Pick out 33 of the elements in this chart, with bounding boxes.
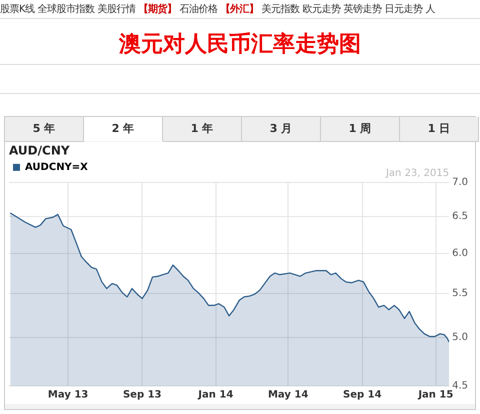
chart-subtitle: AUD/CNY	[9, 143, 70, 158]
legend-label: AUDCNY=X	[25, 162, 88, 173]
text: 1 年	[163, 117, 242, 142]
y-tick-label: 6.0	[452, 248, 468, 260]
y-tick-label: 5.5	[452, 288, 468, 300]
text: 2 年	[84, 117, 163, 141]
text: 美元指数	[262, 2, 300, 16]
text: 英镑走势	[344, 2, 382, 16]
y-tick-label: 7.0	[452, 176, 468, 188]
text: 【期货】	[138, 2, 177, 16]
x-tick-label: Jan 14	[197, 390, 234, 401]
chart-title: 澳元对人民币汇率走势图	[118, 30, 362, 59]
text: 美股行情	[98, 2, 136, 16]
y-tick-label: 6.5	[452, 211, 468, 222]
text: 石油价格	[180, 2, 218, 16]
x-tick-label: Sep 14	[343, 390, 382, 401]
text: 3 月	[242, 117, 321, 142]
x-tick-label: Jan 15	[417, 390, 454, 401]
text: 股票K线	[0, 2, 35, 16]
text: 1 周	[321, 117, 400, 142]
text: 欧元走势	[302, 2, 341, 16]
x-tick-label: Sep 13	[122, 390, 162, 401]
text: 1 日	[400, 117, 479, 142]
text: 5 年	[5, 117, 84, 142]
text: Jan 23, 2015	[384, 168, 450, 179]
y-tick-label: 5.0	[452, 332, 468, 344]
text: 日元走势	[384, 2, 423, 16]
text: 人	[426, 3, 436, 16]
x-tick-label: May 13	[48, 390, 88, 401]
x-tick-label: May 14	[268, 390, 308, 401]
text: 全球股市指数	[38, 2, 95, 16]
y-tick-label: 4.5	[452, 380, 468, 392]
text: 【外汇】	[220, 2, 259, 16]
